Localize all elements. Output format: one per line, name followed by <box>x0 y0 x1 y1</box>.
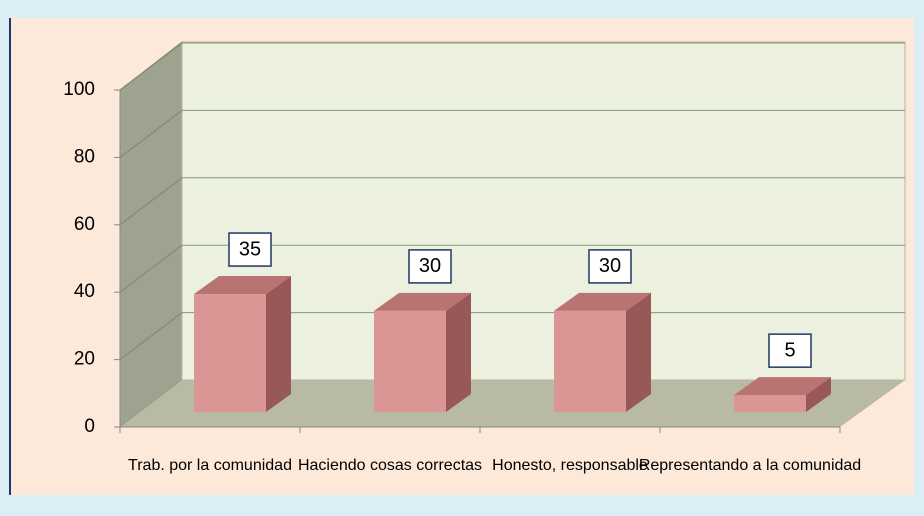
data-label: 35 <box>239 238 261 260</box>
y-tick-label: 60 <box>74 214 95 235</box>
grid-line <box>119 110 183 158</box>
grid-line <box>119 244 183 293</box>
x-tick-label: Haciendo cosas correctas <box>298 457 482 474</box>
bar-top <box>194 276 291 295</box>
data-label-box <box>228 232 272 267</box>
bar-side <box>266 276 291 412</box>
bar-top <box>374 292 471 311</box>
bar-side <box>806 377 831 412</box>
y-tick-label: 100 <box>63 79 95 100</box>
grid-line <box>119 42 183 91</box>
bar-side <box>626 292 651 412</box>
bar-top <box>554 292 651 311</box>
y-tick-label: 40 <box>74 281 95 302</box>
bar <box>734 395 806 412</box>
bar <box>554 310 626 412</box>
x-tick-label: Honesto, responsable <box>492 457 648 474</box>
bar-side <box>446 292 471 412</box>
data-label: 30 <box>599 255 621 277</box>
data-label-box <box>768 333 812 368</box>
data-label: 30 <box>419 255 441 277</box>
y-tick-label: 80 <box>74 146 95 167</box>
side-wall <box>119 40 183 429</box>
data-label: 5 <box>784 339 795 361</box>
y-tick-label: 0 <box>84 416 95 437</box>
data-label-box <box>408 249 452 284</box>
grid-line <box>119 312 183 360</box>
bar <box>374 310 446 412</box>
y-tick-label: 20 <box>74 349 95 370</box>
x-tick-label: Representando a la comunidad <box>639 457 861 474</box>
floor <box>120 380 905 427</box>
bar-top <box>734 377 831 396</box>
bar <box>194 294 266 412</box>
x-tick-label: Trab. por la comunidad <box>128 457 292 474</box>
grid-line <box>119 177 183 226</box>
data-label-box <box>588 249 632 284</box>
